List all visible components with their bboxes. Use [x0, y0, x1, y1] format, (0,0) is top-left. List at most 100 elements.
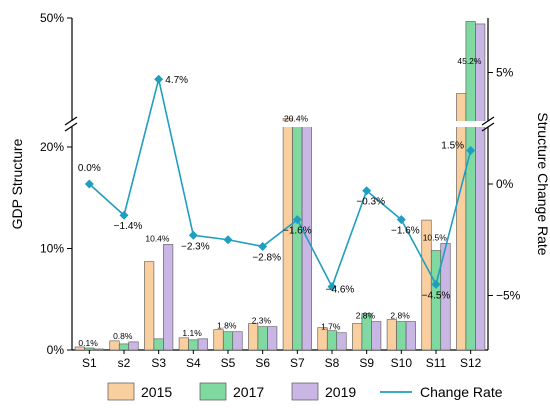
bar-2019-S9	[371, 321, 382, 351]
bar-2017-S4	[188, 339, 199, 351]
bar-data-label: 1.1%	[182, 328, 202, 338]
change-rate-label: −1.4%	[114, 221, 143, 232]
bar-2017-S8	[326, 330, 338, 351]
y-tick-label: 10%	[40, 242, 64, 256]
bar-2019-S5	[232, 331, 243, 351]
bar-2015-S9	[352, 323, 363, 351]
bar-2017-s2	[118, 343, 130, 351]
change-rate-marker-S5	[223, 235, 233, 245]
change-rate-marker-S8	[327, 282, 337, 292]
change-rate-marker-S7	[292, 215, 302, 225]
x-tick-label: S3	[151, 356, 166, 370]
y2-tick-label: −5%	[496, 289, 521, 303]
y-axis-title: GDP Structure	[9, 138, 25, 229]
change-rate-marker-s2	[119, 210, 129, 220]
axis-break-mark-right-a	[481, 116, 495, 126]
bar-2019-S6	[267, 326, 278, 351]
bar-data-label: 2.8%	[390, 311, 410, 321]
legend-label-change-rate: Change Rate	[420, 384, 503, 400]
bar-2019-S11	[440, 243, 451, 351]
change-rate-label: 4.7%	[165, 75, 188, 86]
x-tick-label: s2	[118, 356, 131, 370]
legend-swatch-2017	[199, 382, 227, 401]
bar-2015-S5	[213, 329, 224, 351]
legend-label-2015: 2015	[141, 384, 172, 400]
bar-2017-S3	[153, 338, 164, 351]
bar-2019-S8	[336, 332, 347, 351]
change-rate-label: −1.6%	[283, 226, 312, 237]
bar-2015-S6	[248, 323, 259, 351]
bar-data-label: 1.7%	[321, 322, 341, 332]
change-rate-marker-S1	[84, 179, 94, 189]
x-tick-label: S1	[82, 356, 97, 370]
change-rate-label: −4.5%	[422, 290, 451, 301]
bar-data-label: 0.1%	[78, 338, 98, 348]
change-rate-marker-S11	[431, 279, 441, 289]
x-tick-label: S8	[325, 356, 340, 370]
y-tick-label: 50%	[40, 11, 64, 25]
axis-break-mark-left-a	[64, 116, 78, 126]
bar-data-label: 20.4%	[284, 113, 309, 123]
change-rate-marker-S10	[396, 215, 406, 225]
bar-2015-S3	[144, 261, 155, 351]
x-tick-label: S10	[391, 356, 413, 370]
x-tick-label: S5	[221, 356, 236, 370]
axis-break-mark-right-b	[481, 122, 495, 132]
change-rate-label: −4.6%	[326, 285, 355, 296]
axis-break-band	[66, 121, 494, 127]
bar-data-label: 45.2%	[457, 56, 482, 66]
bar-2017-S6	[257, 326, 268, 351]
x-tick-label: S4	[186, 356, 201, 370]
bar-2015-S4	[178, 337, 189, 351]
bar-2017-S1	[84, 347, 95, 351]
bar-2015-S10	[386, 319, 397, 351]
x-tick-label: S9	[359, 356, 374, 370]
bar-2017-S7	[292, 124, 303, 351]
change-rate-label: 0.0%	[78, 163, 101, 174]
bar-2019-S1	[93, 348, 104, 351]
bar-data-label: 1.8%	[217, 321, 237, 331]
y2-tick-label: 0%	[496, 177, 514, 191]
bar-2019-S3	[163, 244, 174, 351]
legend-swatch-2019	[291, 382, 319, 401]
legend-label-2017: 2017	[233, 384, 264, 400]
y-tick-label: 0%	[47, 343, 65, 357]
legend-swatch-2015	[107, 382, 135, 401]
change-rate-line	[88, 78, 472, 289]
bar-data-label: 2.8%	[356, 311, 376, 321]
bar-2015-s2	[109, 340, 120, 351]
bar-2019-S12	[475, 23, 486, 351]
change-rate-marker-S9	[362, 186, 372, 196]
bar-2017-S5	[222, 331, 234, 351]
change-rate-label: −2.3%	[181, 241, 210, 252]
bar-2019-s2	[128, 341, 139, 351]
change-rate-label: 1.5%	[441, 141, 464, 152]
x-tick-label: S12	[460, 356, 482, 370]
change-rate-marker-S3	[154, 74, 164, 84]
bar-data-label: 0.8%	[113, 331, 133, 341]
change-rate-label: −1.6%	[391, 226, 420, 237]
change-rate-marker-S12	[466, 146, 476, 156]
x-tick-label: S7	[290, 356, 305, 370]
bar-2017-S10	[396, 321, 407, 351]
legend-label-2019: 2019	[325, 384, 356, 400]
change-rate-marker-S4	[188, 230, 198, 240]
bar-2019-S4	[197, 338, 208, 351]
bar-2017-S12	[465, 21, 476, 351]
bar-2019-S10	[405, 321, 416, 351]
bar-data-label: 10.4%	[145, 233, 170, 243]
change-rate-label: −0.3%	[356, 197, 385, 208]
change-rate-marker-S6	[258, 241, 268, 251]
y2-axis-title: Structure Change Rate	[535, 112, 550, 255]
x-tick-label: S6	[255, 356, 270, 370]
axis-break-mark-left-b	[64, 122, 78, 132]
y2-tick-label: 5%	[496, 66, 514, 80]
bar-2015-S12	[456, 93, 467, 351]
bar-data-label: 2.3%	[252, 316, 272, 326]
y-tick-label: 20%	[40, 140, 64, 154]
x-tick-label: S11	[426, 356, 447, 370]
bar-data-label: 10.5%	[423, 232, 448, 242]
change-rate-label: −2.8%	[252, 252, 281, 263]
